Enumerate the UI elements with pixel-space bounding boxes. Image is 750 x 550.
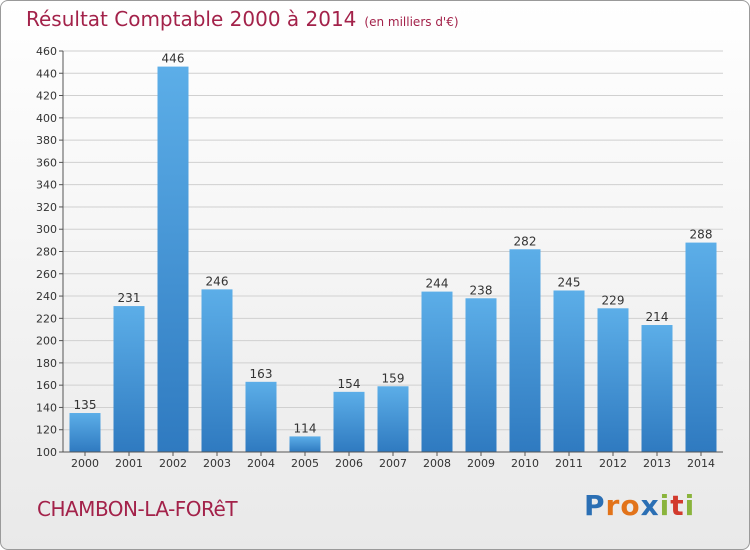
bar-2007 bbox=[377, 386, 409, 452]
bar-2004 bbox=[245, 381, 277, 452]
value-label: 231 bbox=[118, 291, 141, 305]
bar-2006 bbox=[333, 391, 365, 452]
x-tick-label: 2004 bbox=[247, 457, 275, 470]
x-tick-label: 2005 bbox=[291, 457, 319, 470]
y-tick-label: 460 bbox=[36, 45, 57, 58]
y-tick-label: 220 bbox=[36, 312, 57, 325]
value-label: 135 bbox=[74, 398, 97, 412]
y-tick-label: 160 bbox=[36, 379, 57, 392]
y-tick-label: 300 bbox=[36, 223, 57, 236]
y-tick-label: 100 bbox=[36, 446, 57, 459]
bar-2003 bbox=[201, 289, 233, 452]
logo-letter: i bbox=[684, 489, 696, 522]
x-tick-label: 2007 bbox=[379, 457, 407, 470]
value-label: 229 bbox=[602, 293, 625, 307]
value-label: 114 bbox=[294, 421, 317, 435]
value-label: 214 bbox=[646, 310, 669, 324]
x-tick-label: 2000 bbox=[71, 457, 99, 470]
value-label: 244 bbox=[426, 277, 449, 291]
y-tick-label: 180 bbox=[36, 357, 57, 370]
value-label: 282 bbox=[514, 234, 537, 248]
x-tick-label: 2003 bbox=[203, 457, 231, 470]
x-tick-label: 2014 bbox=[687, 457, 715, 470]
logo-letter: x bbox=[640, 489, 660, 522]
bar-2005 bbox=[289, 436, 321, 452]
x-tick-label: 2012 bbox=[599, 457, 627, 470]
y-tick-label: 140 bbox=[36, 401, 57, 414]
chart-subtitle: (en milliers d'€) bbox=[364, 15, 459, 29]
bar-2011 bbox=[553, 290, 585, 452]
value-label: 288 bbox=[690, 228, 713, 242]
x-tick-label: 2010 bbox=[511, 457, 539, 470]
logo-letter: r bbox=[605, 489, 621, 522]
y-tick-label: 380 bbox=[36, 134, 57, 147]
y-tick-label: 280 bbox=[36, 246, 57, 259]
value-label: 246 bbox=[206, 274, 229, 288]
value-label: 154 bbox=[338, 377, 361, 391]
value-label: 163 bbox=[250, 367, 273, 381]
bar-2001 bbox=[113, 306, 145, 452]
x-tick-label: 2008 bbox=[423, 457, 451, 470]
proxiti-logo: Proxiti bbox=[584, 489, 695, 522]
y-tick-label: 420 bbox=[36, 90, 57, 103]
value-label: 446 bbox=[162, 52, 185, 66]
y-tick-label: 400 bbox=[36, 112, 57, 125]
bar-2013 bbox=[641, 325, 673, 452]
x-tick-label: 2009 bbox=[467, 457, 495, 470]
x-tick-label: 2013 bbox=[643, 457, 671, 470]
y-tick-label: 440 bbox=[36, 67, 57, 80]
commune-name: CHAMBON-LA-FORêT bbox=[37, 497, 238, 521]
x-tick-label: 2011 bbox=[555, 457, 583, 470]
logo-letter: P bbox=[584, 489, 606, 522]
value-label: 238 bbox=[470, 283, 493, 297]
y-tick-label: 260 bbox=[36, 268, 57, 281]
bar-2000 bbox=[69, 413, 101, 452]
x-tick-label: 2006 bbox=[335, 457, 363, 470]
y-tick-label: 200 bbox=[36, 335, 57, 348]
chart-title: Résultat Comptable 2000 à 2014 (en millie… bbox=[26, 7, 459, 31]
y-tick-label: 320 bbox=[36, 201, 57, 214]
x-tick-label: 2002 bbox=[159, 457, 187, 470]
bar-2012 bbox=[597, 308, 629, 452]
logo-letter: i bbox=[659, 489, 671, 522]
title-text: Résultat Comptable 2000 à 2014 bbox=[26, 7, 357, 31]
bar-2010 bbox=[509, 249, 541, 452]
bar-2014 bbox=[685, 242, 717, 452]
bar-2009 bbox=[465, 298, 497, 452]
x-tick-label: 2001 bbox=[115, 457, 143, 470]
y-tick-label: 120 bbox=[36, 424, 57, 437]
logo-letter: o bbox=[620, 489, 641, 522]
value-label: 245 bbox=[558, 275, 581, 289]
y-tick-label: 340 bbox=[36, 179, 57, 192]
y-tick-label: 240 bbox=[36, 290, 57, 303]
logo-letter: t bbox=[670, 489, 685, 522]
value-label: 159 bbox=[382, 371, 405, 385]
bar-2002 bbox=[157, 66, 189, 452]
bar-2008 bbox=[421, 291, 453, 452]
y-tick-label: 360 bbox=[36, 156, 57, 169]
